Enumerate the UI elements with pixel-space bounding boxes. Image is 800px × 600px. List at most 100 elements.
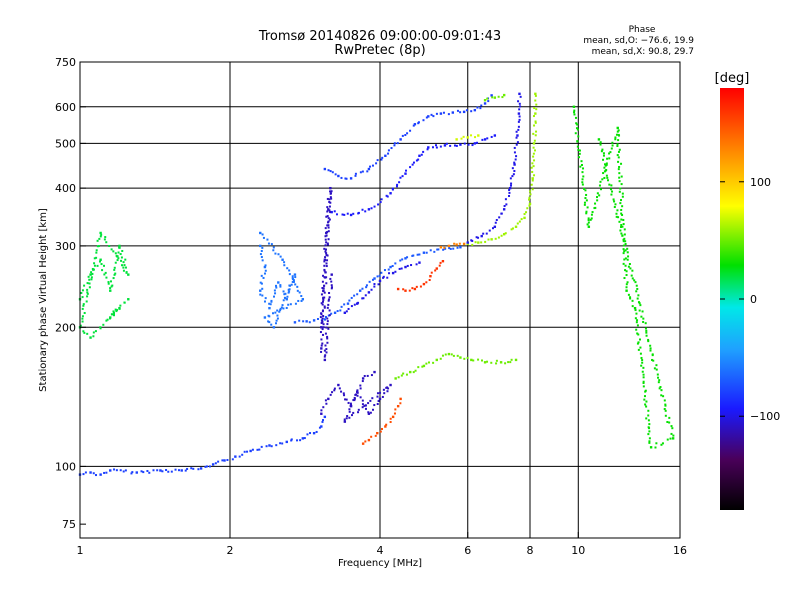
data-point bbox=[422, 251, 426, 254]
chart-subtitle: RwPretec (8p) bbox=[334, 43, 425, 58]
data-point bbox=[517, 100, 520, 103]
data-point bbox=[93, 257, 96, 260]
data-point bbox=[197, 468, 200, 471]
data-point bbox=[339, 309, 342, 312]
data-point bbox=[625, 270, 628, 273]
data-point bbox=[533, 107, 536, 110]
data-point bbox=[534, 92, 537, 96]
y-tick-label: 500 bbox=[55, 137, 76, 150]
data-point bbox=[322, 296, 325, 299]
data-point bbox=[431, 146, 434, 149]
y-tick-label: 200 bbox=[55, 321, 76, 334]
data-point bbox=[374, 434, 377, 437]
data-point bbox=[325, 265, 328, 268]
data-point bbox=[630, 274, 633, 277]
data-point bbox=[641, 359, 644, 362]
data-point bbox=[327, 299, 330, 302]
data-point bbox=[480, 241, 483, 244]
data-point bbox=[414, 369, 417, 372]
data-point bbox=[580, 163, 583, 166]
data-point bbox=[513, 146, 516, 149]
data-point bbox=[267, 320, 270, 323]
data-point bbox=[587, 219, 590, 222]
data-point bbox=[447, 244, 451, 248]
data-point bbox=[324, 344, 327, 347]
data-point bbox=[599, 180, 602, 183]
data-point bbox=[104, 236, 107, 239]
data-point bbox=[328, 200, 331, 203]
data-point bbox=[626, 258, 629, 261]
data-point bbox=[292, 279, 295, 282]
data-point bbox=[616, 143, 619, 146]
data-point bbox=[123, 301, 126, 304]
data-point bbox=[409, 370, 412, 374]
data-point bbox=[434, 269, 437, 272]
data-point bbox=[636, 319, 639, 322]
data-point bbox=[320, 326, 323, 329]
data-point bbox=[352, 411, 355, 414]
data-point bbox=[530, 183, 533, 186]
data-point bbox=[109, 280, 112, 283]
data-point bbox=[631, 269, 634, 272]
data-point bbox=[81, 317, 84, 320]
data-point bbox=[241, 453, 244, 456]
data-point bbox=[637, 341, 640, 344]
data-point bbox=[152, 469, 155, 472]
data-point bbox=[95, 251, 98, 254]
data-point bbox=[261, 287, 264, 290]
data-point bbox=[88, 282, 91, 285]
data-point bbox=[430, 271, 433, 274]
data-point bbox=[660, 394, 663, 397]
data-point bbox=[289, 303, 292, 306]
data-point bbox=[282, 299, 285, 302]
data-point bbox=[442, 111, 445, 114]
data-point bbox=[656, 373, 659, 376]
data-point bbox=[672, 434, 675, 437]
data-point bbox=[491, 96, 494, 99]
data-point bbox=[624, 243, 627, 246]
data-point bbox=[406, 256, 409, 259]
data-point bbox=[401, 175, 404, 178]
data-point bbox=[118, 307, 121, 310]
data-point bbox=[586, 223, 589, 226]
data-point bbox=[349, 402, 352, 405]
x-tick-label: 16 bbox=[673, 544, 687, 557]
data-point bbox=[534, 94, 537, 97]
data-point bbox=[642, 385, 645, 388]
data-point bbox=[422, 119, 425, 122]
data-point bbox=[288, 269, 291, 272]
data-point bbox=[523, 213, 526, 216]
data-point bbox=[645, 405, 648, 408]
data-point bbox=[373, 370, 376, 374]
data-point bbox=[320, 302, 323, 305]
data-point bbox=[92, 331, 95, 334]
data-point bbox=[113, 268, 116, 271]
data-point bbox=[633, 279, 636, 282]
data-point bbox=[361, 208, 364, 211]
data-point bbox=[326, 224, 329, 227]
data-point bbox=[607, 179, 610, 182]
data-point bbox=[508, 191, 511, 194]
data-point bbox=[670, 425, 673, 428]
data-point bbox=[272, 246, 275, 249]
y-tick-label: 75 bbox=[62, 518, 76, 531]
data-point bbox=[435, 112, 438, 115]
data-point bbox=[507, 361, 510, 364]
data-point bbox=[352, 212, 355, 215]
data-point bbox=[435, 267, 438, 270]
data-point bbox=[412, 124, 415, 127]
data-point bbox=[483, 361, 487, 364]
data-point bbox=[348, 408, 351, 411]
data-point bbox=[112, 314, 115, 317]
data-point bbox=[459, 111, 462, 114]
x-tick-label: 10 bbox=[571, 544, 585, 557]
data-point bbox=[395, 185, 398, 188]
data-point bbox=[361, 287, 364, 290]
data-point bbox=[367, 291, 371, 294]
data-point bbox=[645, 400, 648, 403]
data-point bbox=[97, 245, 100, 248]
data-point bbox=[263, 265, 267, 269]
data-point bbox=[518, 118, 521, 121]
data-point bbox=[261, 259, 264, 262]
data-point bbox=[285, 298, 288, 301]
